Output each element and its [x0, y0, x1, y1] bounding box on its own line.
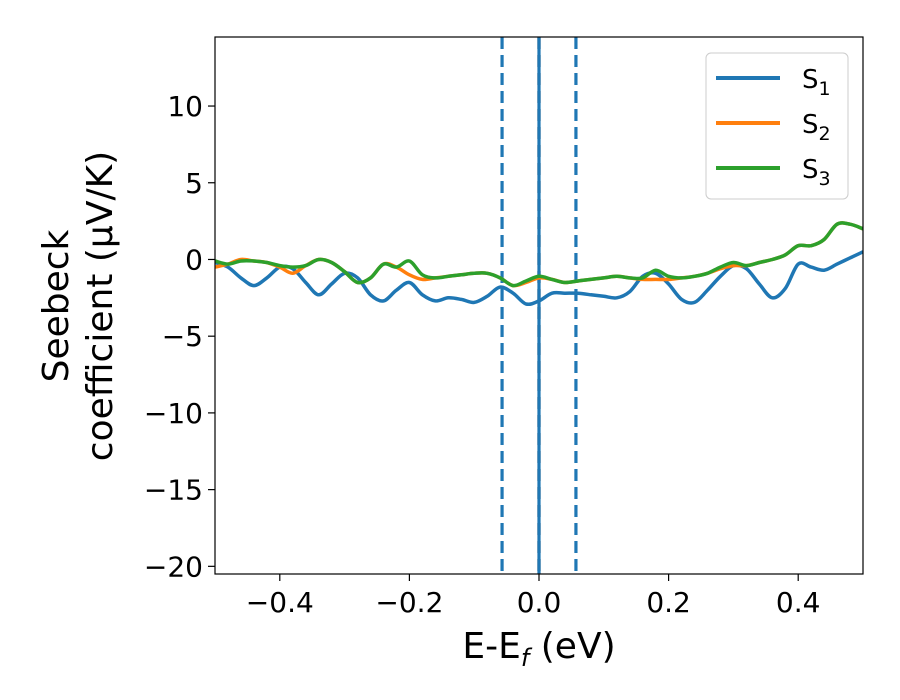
x-axis-title: E-Ef (eV): [462, 626, 615, 672]
x-axis-ticks: −0.4 −0.2 0.0 0.2 0.4: [246, 574, 821, 619]
x-tick-label: −0.2: [375, 586, 443, 619]
x-tick-label: 0.0: [517, 586, 562, 619]
y-tick-label: −15: [144, 474, 203, 507]
legend-box: [705, 52, 849, 200]
y-tick-label: −20: [144, 550, 203, 583]
x-tick-label: 0.2: [646, 586, 691, 619]
reference-vlines: [500, 37, 578, 574]
y-tick-label: 5: [185, 167, 203, 200]
y-tick-label: −10: [144, 397, 203, 430]
x-tick-label: −0.4: [246, 586, 314, 619]
y-tick-label: 10: [167, 90, 203, 123]
series-lines: [215, 221, 863, 307]
y-axis-title: Seebeck coefficient (μV/K): [36, 151, 121, 461]
y-tick-label: 0: [185, 243, 203, 276]
legend: S1 S2 S3: [705, 52, 849, 200]
legend-label-s2: S2: [802, 110, 831, 145]
y-axis-title-line2: coefficient (μV/K): [80, 151, 121, 461]
legend-label-s1: S1: [802, 65, 831, 100]
legend-label-s3: S3: [802, 155, 831, 190]
y-axis-ticks: 10 5 0 −5 −10 −15 −20: [144, 90, 215, 583]
y-tick-label: −5: [162, 320, 203, 353]
y-axis-title-line1: Seebeck: [36, 229, 77, 382]
x-tick-label: 0.4: [776, 586, 821, 619]
series-line-s3: [215, 221, 863, 288]
series-line-s1: [215, 250, 863, 307]
